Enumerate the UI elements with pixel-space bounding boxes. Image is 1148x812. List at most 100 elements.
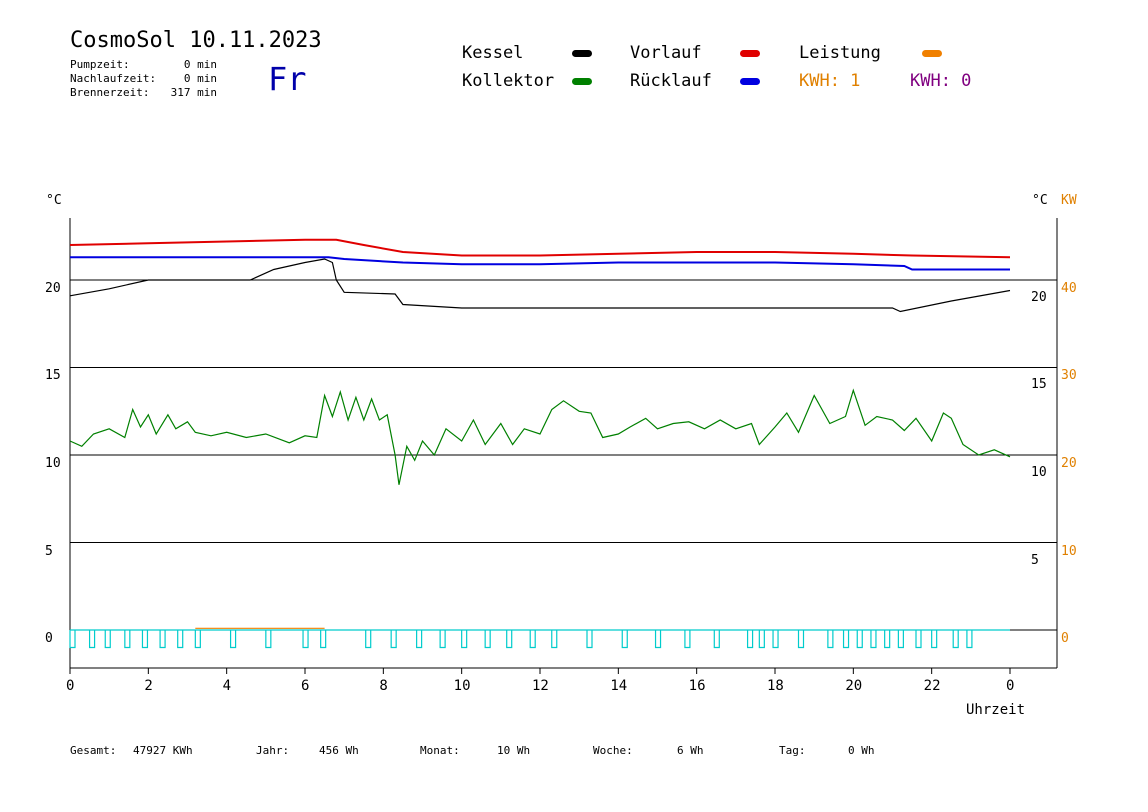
- y-left-tick-label: 5: [45, 544, 53, 559]
- chart-series: [69, 238, 1011, 629]
- burner-pulses: [69, 629, 1010, 649]
- burner-pulse: [104, 630, 111, 649]
- burner-pulse: [529, 630, 536, 649]
- chart-title: CosmoSol 10.11.2023: [70, 28, 322, 53]
- y-right-tick-label: 10: [1031, 465, 1047, 480]
- pumpzeit-value: 0 min: [183, 58, 217, 71]
- burner-pulse: [141, 630, 149, 649]
- legend-kessel-swatch: [572, 50, 592, 57]
- footer-gesamt-label: Gesamt:: [70, 744, 117, 757]
- burner-pulse: [870, 630, 877, 649]
- y-left-tick-label: 15: [45, 368, 61, 383]
- burner-pulse: [856, 630, 863, 649]
- burner-pulse: [758, 630, 765, 649]
- burner-pulse: [772, 630, 779, 649]
- kwh-1-label: KWH: 1: [799, 71, 861, 91]
- burner-pulse: [390, 630, 397, 649]
- x-tick-label: 18: [767, 678, 784, 694]
- burner-pulse: [194, 630, 201, 649]
- brennerzeit-value: 317 min: [170, 86, 217, 99]
- footer-monat-value: 10 Wh: [497, 744, 531, 757]
- x-tick-label: 20: [845, 678, 863, 694]
- y-left-tick-label: 20: [45, 281, 61, 296]
- burner-pulse: [684, 630, 691, 649]
- burner-pulse: [797, 630, 805, 649]
- burner-pulse: [177, 630, 184, 649]
- burner-pulse: [461, 630, 468, 649]
- burner-pulse: [884, 630, 891, 649]
- x-tick-label: 14: [610, 678, 628, 694]
- burner-pulse: [265, 630, 272, 649]
- burner-pulse: [551, 630, 558, 649]
- footer-jahr-label: Jahr:: [256, 744, 290, 757]
- legend-vorlauf-swatch: [740, 50, 760, 57]
- y-right-kw-tick-label: 30: [1061, 368, 1077, 383]
- x-tick-label: 22: [923, 678, 941, 694]
- burner-pulse: [416, 630, 423, 649]
- burner-pulse: [586, 630, 593, 649]
- legend-kessel-label: Kessel: [462, 43, 524, 63]
- footer-tag-value: 0 Wh: [848, 744, 875, 757]
- burner-pulse: [124, 630, 131, 649]
- legend-leistung-swatch: [922, 50, 942, 57]
- burner-pulse: [915, 630, 922, 649]
- burner-pulse: [506, 630, 513, 649]
- y-right-kw-tick-label: 10: [1061, 544, 1077, 559]
- y-left-tick-label: 0: [45, 631, 53, 646]
- y-right-kw-tick-label: 40: [1061, 281, 1077, 296]
- footer-gesamt-value: 47927 KWh: [133, 744, 193, 757]
- footer-jahr-value: 456 Wh: [319, 744, 359, 757]
- footer-monat-label: Monat:: [420, 744, 460, 757]
- legend-kollektor-swatch: [572, 78, 592, 85]
- burner-pulse: [69, 630, 76, 649]
- nachlaufzeit-value: 0 min: [183, 72, 217, 85]
- legend-kollektor-label: Kollektor: [462, 71, 555, 91]
- y-right-tick-label: 5: [1031, 553, 1039, 568]
- right-axis-unit-kw: KW: [1061, 193, 1077, 208]
- burner-pulse: [365, 630, 372, 649]
- series-line-vorlauf: [69, 238, 1011, 259]
- left-axis-unit: °C: [46, 193, 62, 208]
- y-right-tick-label: 15: [1031, 377, 1047, 392]
- x-tick-label: 12: [532, 678, 549, 694]
- series-line-kollektor: [69, 388, 1011, 485]
- pumpzeit-label: Pumpzeit:: [70, 58, 130, 71]
- burner-pulse: [966, 630, 973, 649]
- burner-pulse: [484, 630, 491, 649]
- weekday-label: Fr: [268, 60, 307, 98]
- x-tick-label: 8: [379, 678, 388, 694]
- legend-leistung-label: Leistung: [799, 43, 881, 63]
- nachlaufzeit-label: Nachlaufzeit:: [70, 72, 157, 85]
- x-tick-label: 2: [144, 678, 153, 694]
- y-right-kw-tick-label: 20: [1061, 456, 1077, 471]
- x-axis-label: Uhrzeit: [966, 702, 1026, 718]
- legend-ruecklauf-label: Rücklauf: [630, 71, 712, 91]
- series-line-kessel: [69, 258, 1011, 313]
- burner-pulse: [746, 630, 754, 649]
- chart-grid: [69, 218, 1058, 674]
- burner-pulse: [713, 630, 720, 649]
- burner-pulse: [302, 630, 309, 649]
- x-tick-label: 10: [453, 678, 471, 694]
- right-axis-unit: °C: [1032, 193, 1048, 208]
- burner-pulse: [439, 630, 446, 649]
- y-right-tick-label: 20: [1031, 290, 1047, 305]
- brennerzeit-label: Brennerzeit:: [70, 86, 150, 99]
- footer-woche-value: 6 Wh: [677, 744, 704, 757]
- burner-pulse: [229, 630, 237, 649]
- legend-ruecklauf-swatch: [740, 78, 760, 85]
- burner-pulse: [842, 630, 850, 649]
- x-tick-label: 4: [222, 678, 232, 694]
- footer-tag-label: Tag:: [779, 744, 806, 757]
- y-left-tick-label: 10: [45, 456, 61, 471]
- y-right-kw-tick-label: 0: [1061, 631, 1069, 646]
- kwh-2-label: KWH: 0: [910, 71, 972, 91]
- burner-pulse: [827, 630, 834, 649]
- legend-vorlauf-label: Vorlauf: [630, 43, 702, 63]
- x-tick-label: 0: [66, 678, 75, 694]
- burner-pulse: [952, 630, 959, 649]
- series-line-ruecklauf: [70, 256, 1010, 271]
- burner-pulse: [88, 630, 96, 649]
- x-tick-label: 0: [1006, 678, 1015, 694]
